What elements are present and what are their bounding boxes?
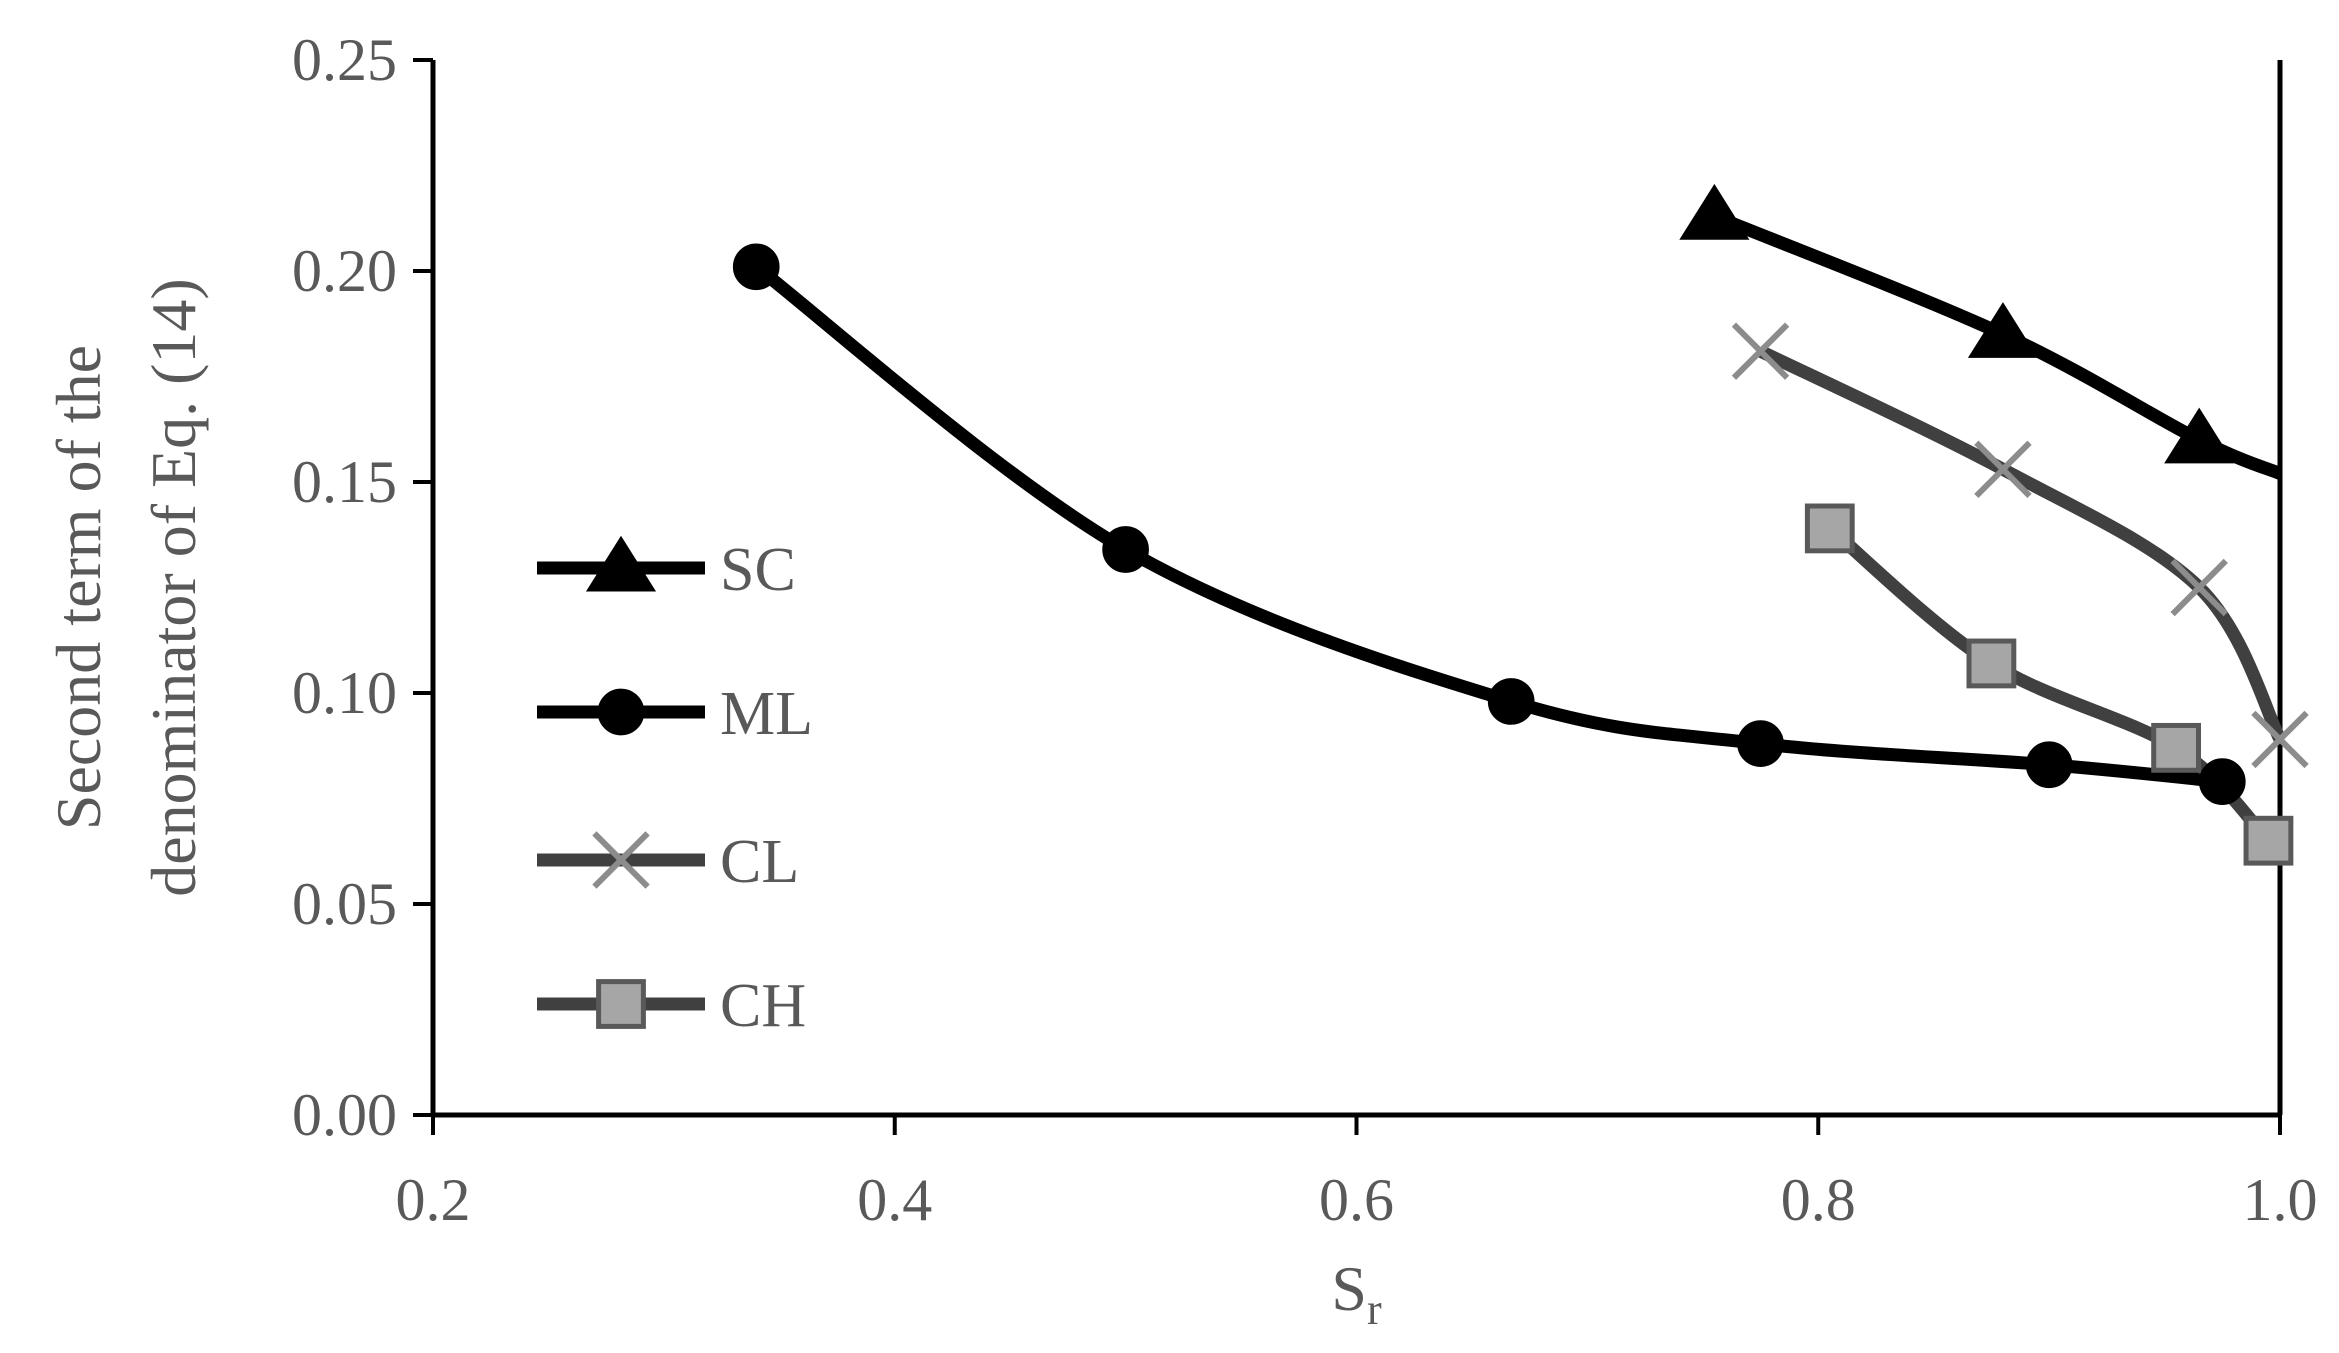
cross-stroke xyxy=(2251,710,2309,769)
data-point-ch xyxy=(1804,503,1855,554)
data-point-ml xyxy=(1487,678,1535,725)
y-tick-label: 0.05 xyxy=(292,871,397,937)
legend-label: ML xyxy=(720,680,813,748)
legend-item-ch: CH xyxy=(537,972,806,1040)
data-point-ml xyxy=(2025,741,2073,789)
x-tick-label: 1.0 xyxy=(2243,1167,2318,1233)
legend-marker xyxy=(592,831,650,889)
data-point-ch xyxy=(2151,722,2202,773)
data-point-cl xyxy=(2170,558,2228,617)
data-point-sc xyxy=(1679,183,1750,240)
y-axis-title-line-1: Second term of the xyxy=(43,345,114,830)
cross-stroke xyxy=(2170,558,2228,617)
series-markers xyxy=(732,183,2309,866)
legend-marker xyxy=(597,688,645,736)
legend-marker xyxy=(585,535,657,592)
data-point-ch xyxy=(1966,638,2017,689)
series-points-sc xyxy=(1679,183,2235,464)
x-axis-title-subscript: r xyxy=(1367,1285,1382,1334)
series-points-cl xyxy=(1731,322,2309,769)
legend: SC ML CL CH xyxy=(537,535,813,1040)
data-point-sc xyxy=(2164,407,2235,464)
x-tick-label: 0.4 xyxy=(857,1167,932,1233)
series-points-ch xyxy=(1804,503,2294,866)
legend-label: CH xyxy=(720,972,806,1040)
x-tick-label: 0.2 xyxy=(396,1167,471,1233)
legend-label: CL xyxy=(720,828,799,896)
plot-frame xyxy=(430,60,2283,1118)
data-point-cl xyxy=(1974,440,2032,499)
x-tick-label: 0.8 xyxy=(1781,1167,1856,1233)
data-point-sc xyxy=(1967,302,2039,358)
x-tick-label: 0.6 xyxy=(1319,1167,1394,1233)
y-axis-title-line-2: denominator of Eq. (14) xyxy=(138,278,209,897)
x-axis: 0.2 0.4 0.6 0.8 1.0 xyxy=(396,1115,2318,1233)
legend-label: SC xyxy=(720,536,796,604)
data-point-cl xyxy=(2251,710,2309,769)
legend-marker xyxy=(596,979,646,1029)
series-line-cl xyxy=(1757,345,2286,743)
y-tick-label: 0.10 xyxy=(292,660,397,726)
cross-stroke xyxy=(1731,322,1790,380)
series-points-ml xyxy=(732,243,2246,805)
y-axis-title: Second term of the denominator of Eq. (1… xyxy=(43,278,209,897)
data-point-ml xyxy=(732,243,780,291)
series-line-sc xyxy=(1711,210,2283,480)
x-axis-title: Sr xyxy=(1331,1253,1382,1334)
cross-stroke xyxy=(592,831,650,889)
legend-item-ml: ML xyxy=(537,680,813,748)
legend-item-sc: SC xyxy=(537,535,796,604)
y-tick-label: 0.20 xyxy=(292,238,397,304)
y-tick-label: 0.00 xyxy=(292,1082,397,1148)
legend-item-cl: CL xyxy=(537,828,799,896)
data-point-ml xyxy=(1737,720,1784,767)
data-point-ch xyxy=(2243,815,2294,866)
y-axis: 0.00 0.05 0.10 0.15 0.20 0.25 xyxy=(292,27,433,1148)
cross-stroke xyxy=(1974,440,2032,499)
data-point-cl xyxy=(1731,322,1790,380)
x-axis-title-main: S xyxy=(1331,1253,1367,1324)
y-tick-label: 0.15 xyxy=(292,449,397,515)
data-point-ml xyxy=(1102,526,1149,573)
data-point-ml xyxy=(2198,758,2246,805)
y-tick-label: 0.25 xyxy=(292,27,397,93)
